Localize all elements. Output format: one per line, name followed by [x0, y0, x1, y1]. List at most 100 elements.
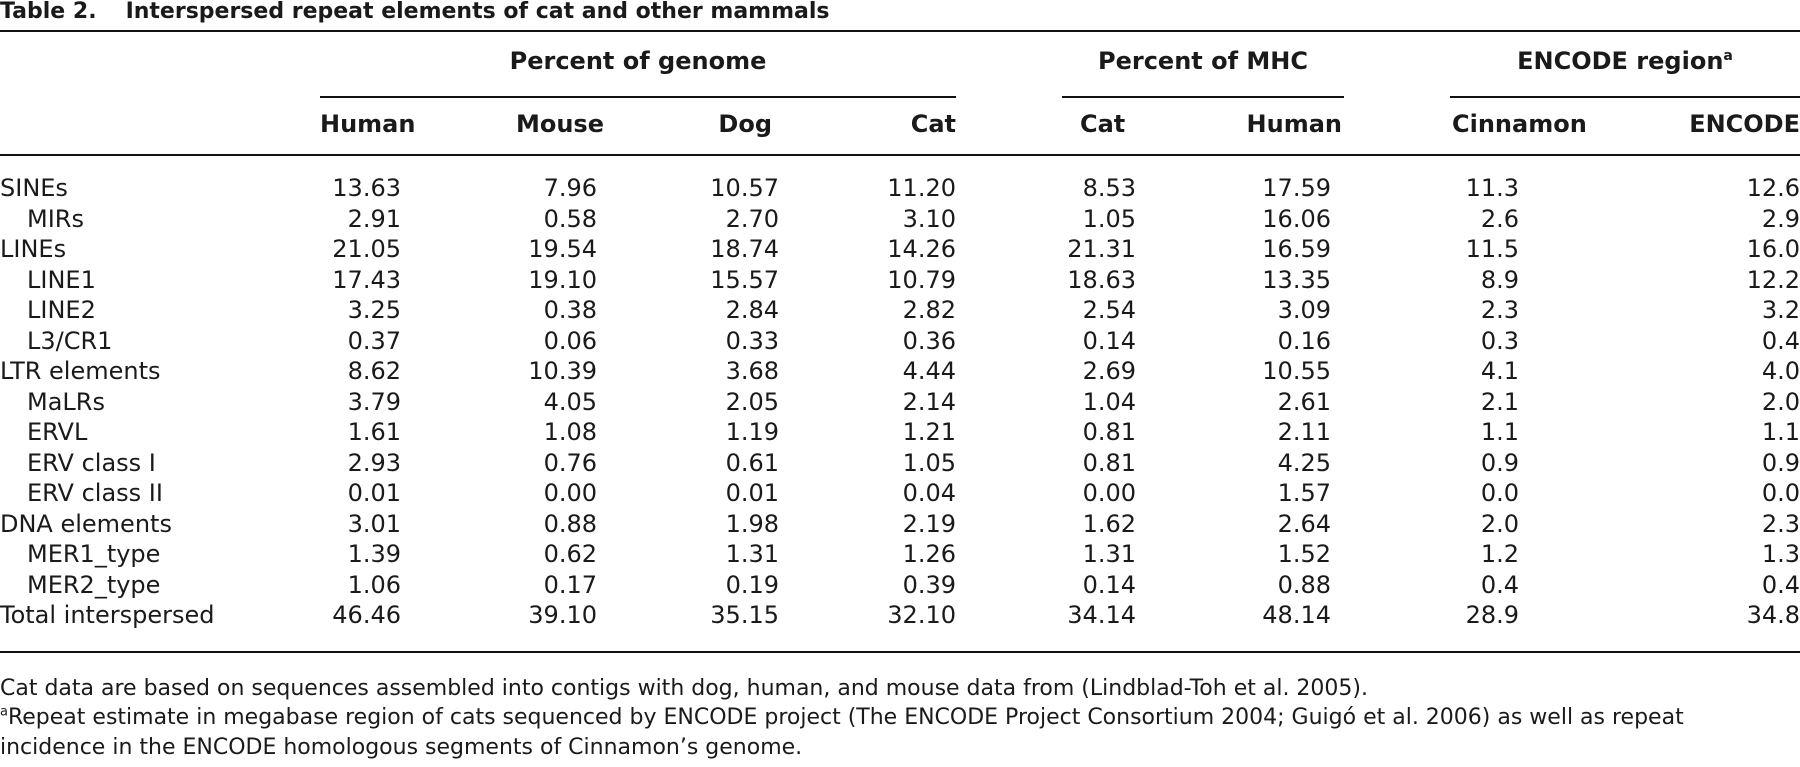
table-cell: 2.0 — [1761, 388, 1800, 416]
table-cell: 0.01 — [347, 479, 401, 507]
table-cell: 2.64 — [1277, 510, 1331, 538]
group-underline-encode — [1450, 96, 1800, 98]
table-cell: 2.3 — [1480, 296, 1519, 324]
table-cell: 4.05 — [543, 388, 597, 416]
table-cell: 1.62 — [1082, 510, 1136, 538]
footnote-a-marker: a — [0, 704, 8, 720]
table-cell: 11.20 — [887, 174, 956, 202]
table-cell: 17.59 — [1262, 174, 1331, 202]
row-label: SINEs — [0, 174, 68, 202]
table-cell: 0.9 — [1761, 449, 1800, 477]
table-cell: 12.6 — [1746, 174, 1800, 202]
table-cell: 1.31 — [1082, 540, 1136, 568]
group-header-genome: Percent of genome — [320, 46, 956, 76]
table-cell: 2.3 — [1761, 510, 1800, 538]
table-cell: 34.14 — [1067, 601, 1136, 629]
table-cell: 16.0 — [1746, 235, 1800, 263]
table-cell: 18.74 — [710, 235, 779, 263]
table-title: Table 2. Interspersed repeat elements of… — [0, 0, 830, 26]
group-underline-mhc — [1062, 96, 1344, 98]
table-cell: 0.62 — [543, 540, 597, 568]
table-cell: 11.5 — [1465, 235, 1519, 263]
table-cell: 0.4 — [1761, 571, 1800, 599]
row-label: MER1_type — [27, 540, 161, 568]
table-cell: 2.82 — [902, 296, 956, 324]
table-cell: 14.26 — [887, 235, 956, 263]
col-header-encode: ENCODE — [1689, 110, 1800, 138]
table-cell: 1.19 — [725, 418, 779, 446]
table-cell: 0.00 — [543, 479, 597, 507]
table-cell: 2.0 — [1480, 510, 1519, 538]
table-cell: 10.57 — [710, 174, 779, 202]
table-cell: 0.16 — [1277, 327, 1331, 355]
table-cell: 1.05 — [1082, 205, 1136, 233]
table-cell: 39.10 — [528, 601, 597, 629]
row-label: LINE1 — [27, 266, 96, 294]
table-cell: 0.4 — [1480, 571, 1519, 599]
table-cell: 0.17 — [543, 571, 597, 599]
table-cell: 8.62 — [347, 357, 401, 385]
table-cell: 1.05 — [902, 449, 956, 477]
table-cell: 19.10 — [528, 266, 597, 294]
table-cell: 3.10 — [902, 205, 956, 233]
table-cell: 21.31 — [1067, 235, 1136, 263]
table-cell: 8.9 — [1480, 266, 1519, 294]
table-row: LINE1 17.43 19.10 15.57 10.79 18.63 13.35 8.9 12… — [0, 265, 1800, 295]
table-cell: 1.08 — [543, 418, 597, 446]
table-cell: 15.57 — [710, 266, 779, 294]
table-cell: 10.39 — [528, 357, 597, 385]
table-row: SINEs 13.63 7.96 10.57 11.20 8.53 17.59 11.3 12.… — [0, 173, 1800, 203]
table-cell: 2.05 — [725, 388, 779, 416]
table-cell: 0.01 — [725, 479, 779, 507]
table-cell: 0.4 — [1761, 327, 1800, 355]
table-cell: 0.9 — [1480, 449, 1519, 477]
table-cell: 3.2 — [1761, 296, 1800, 324]
group-header-encode-label: ENCODE region — [1517, 47, 1724, 75]
table-cell: 4.0 — [1761, 357, 1800, 385]
row-label: MIRs — [27, 205, 84, 233]
row-label: LINE2 — [27, 296, 96, 324]
table-cell: 8.53 — [1082, 174, 1136, 202]
group-underline-genome — [320, 96, 956, 98]
col-header-cinnamon: Cinnamon — [1452, 110, 1587, 138]
table-cell: 3.01 — [347, 510, 401, 538]
table-cell: 3.09 — [1277, 296, 1331, 324]
table-cell: 2.93 — [347, 449, 401, 477]
table-cell: 48.14 — [1262, 601, 1331, 629]
table-cell: 1.39 — [347, 540, 401, 568]
table-cell: 0.81 — [1082, 449, 1136, 477]
table-cell: 1.57 — [1277, 479, 1331, 507]
group-header-encode: ENCODE regiona — [1450, 46, 1800, 76]
table-cell: 2.6 — [1480, 205, 1519, 233]
table-cell: 0.39 — [902, 571, 956, 599]
header-rule — [0, 154, 1800, 156]
table-cell: 2.84 — [725, 296, 779, 324]
table-row: DNA elements 3.01 0.88 1.98 2.19 1.62 2.64 2.0 2… — [0, 509, 1800, 539]
table-cell: 0.19 — [725, 571, 779, 599]
table-cell: 34.8 — [1746, 601, 1800, 629]
table-cell: 3.25 — [347, 296, 401, 324]
group-header-mhc-label: Percent of MHC — [1098, 47, 1308, 75]
table-cell: 18.63 — [1067, 266, 1136, 294]
table-cell: 4.44 — [902, 357, 956, 385]
table-cell: 11.3 — [1465, 174, 1519, 202]
top-rule — [0, 30, 1800, 32]
table-cell: 12.2 — [1746, 266, 1800, 294]
table-row: Total interspersed 46.46 39.10 35.15 32.10 34… — [0, 600, 1800, 630]
table-cell: 4.25 — [1277, 449, 1331, 477]
table-row: ERVL 1.61 1.08 1.19 1.21 0.81 2.11 1.1 1.1 — [0, 417, 1800, 447]
table-cell: 2.54 — [1082, 296, 1136, 324]
table-cell: 0.33 — [725, 327, 779, 355]
row-label: ERVL — [27, 418, 88, 446]
table-cell: 46.46 — [332, 601, 401, 629]
table-row: MIRs 2.91 0.58 2.70 3.10 1.05 16.06 2.6 2.9 — [0, 204, 1800, 234]
table-cell: 7.96 — [543, 174, 597, 202]
table-row: MER1_type 1.39 0.62 1.31 1.26 1.31 1.52 1.2 1.3 — [0, 539, 1800, 569]
group-header-genome-label: Percent of genome — [509, 47, 767, 75]
table-cell: 2.19 — [902, 510, 956, 538]
table-cell: 10.79 — [887, 266, 956, 294]
table-row: ERV class I 2.93 0.76 0.61 1.05 0.81 4.25 0.9 0.… — [0, 448, 1800, 478]
table-cell: 1.61 — [347, 418, 401, 446]
table-row: ERV class II 0.01 0.00 0.01 0.04 0.00 1.57 0.0 0… — [0, 478, 1800, 508]
table-cell: 2.1 — [1480, 388, 1519, 416]
